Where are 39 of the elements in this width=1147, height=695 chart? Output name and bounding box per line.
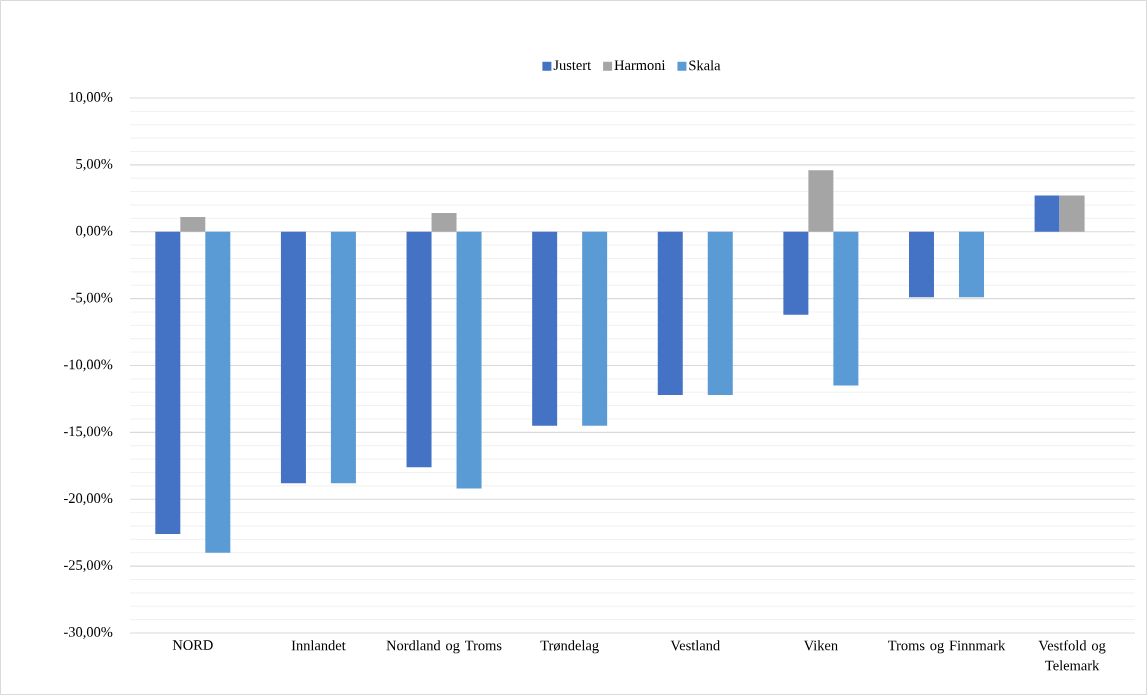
bar bbox=[833, 231, 859, 386]
x-tick-label: Viken bbox=[803, 640, 838, 651]
y-tick-label: -10,00% bbox=[64, 359, 113, 372]
y-tick-label: 10,00% bbox=[69, 92, 113, 104]
x-tick-label: Innlandet bbox=[291, 640, 346, 651]
bar bbox=[707, 231, 733, 395]
bar bbox=[958, 231, 984, 298]
bar bbox=[1059, 195, 1085, 232]
bar bbox=[908, 231, 934, 298]
x-tick-label: Nordland og Troms bbox=[386, 640, 502, 654]
x-tick-label: Trøndelag bbox=[540, 640, 599, 654]
x-tick-label: Vestland bbox=[670, 640, 720, 651]
y-tick-label: -5,00% bbox=[71, 292, 113, 305]
bar bbox=[155, 231, 181, 535]
bar bbox=[431, 213, 457, 232]
bar bbox=[582, 231, 608, 426]
bar bbox=[280, 231, 306, 484]
bar bbox=[456, 231, 482, 489]
bar bbox=[532, 231, 558, 426]
x-tick-label: NORD bbox=[172, 640, 213, 650]
legend-label: Harmoni bbox=[614, 60, 666, 71]
bar bbox=[808, 170, 834, 232]
bar bbox=[783, 231, 809, 315]
legend-label: Skala bbox=[689, 60, 721, 71]
y-tick-label: 0,00% bbox=[76, 225, 113, 238]
bar bbox=[205, 231, 231, 553]
bar bbox=[180, 217, 206, 232]
y-tick-label: -15,00% bbox=[64, 426, 113, 439]
y-tick-label: -30,00% bbox=[64, 627, 113, 639]
bar bbox=[330, 231, 356, 484]
bar bbox=[1034, 195, 1060, 232]
bar bbox=[657, 231, 683, 395]
y-tick-label: -25,00% bbox=[64, 560, 113, 573]
x-tick-label: Vestfold og Telemark bbox=[1038, 640, 1106, 671]
legend-label: Justert bbox=[553, 60, 592, 71]
y-tick-label: 5,00% bbox=[76, 158, 113, 171]
bar bbox=[406, 231, 432, 468]
x-tick-label: Troms og Finnmark bbox=[888, 640, 1006, 654]
y-tick-label: -20,00% bbox=[64, 493, 113, 506]
